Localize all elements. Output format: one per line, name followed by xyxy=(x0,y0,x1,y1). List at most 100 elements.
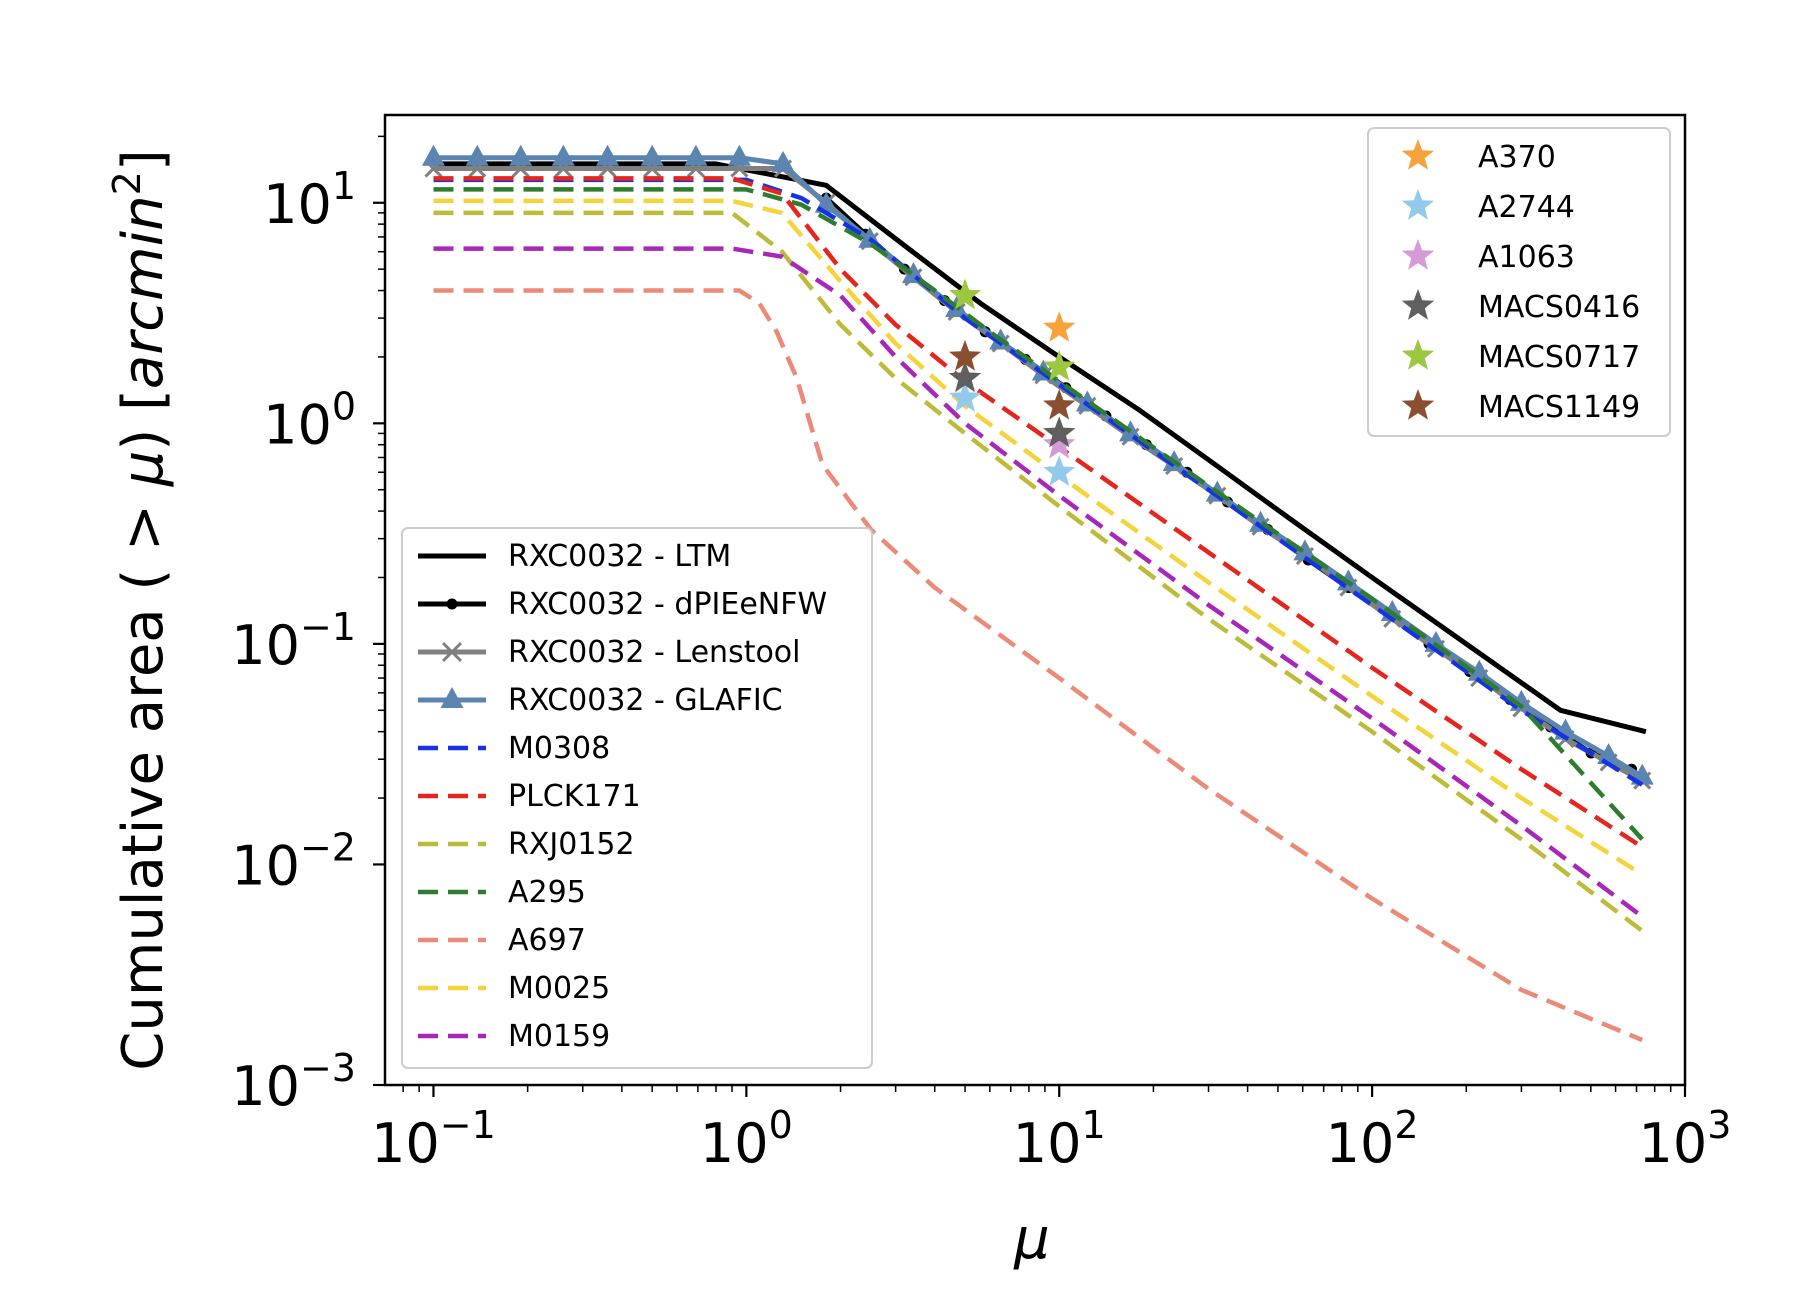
y-tick-label: 10−3 xyxy=(231,1046,356,1118)
legend-star-item: MACS0717 xyxy=(1401,339,1640,375)
data-point-triangle xyxy=(596,144,620,166)
legend-star-item: A1063 xyxy=(1401,239,1575,275)
legend-star-item: A370 xyxy=(1401,139,1556,175)
legend-label: RXC0032 - LTM xyxy=(508,539,731,574)
legend-star-label: A2744 xyxy=(1478,190,1575,225)
legend-stars-box xyxy=(1367,127,1671,437)
x-tick-label-exp: 1 xyxy=(1081,1103,1105,1147)
x-tick-label: 101 xyxy=(1013,1103,1106,1175)
y-tick-label-exp: −1 xyxy=(300,605,356,649)
legend-star-marker xyxy=(1401,139,1435,170)
legend-label: A295 xyxy=(508,875,586,910)
legend-star-label: MACS1149 xyxy=(1478,390,1640,425)
stars-macs0416 xyxy=(948,361,1076,448)
legend-label: M0025 xyxy=(508,971,610,1006)
x-tick-label-exp: 2 xyxy=(1394,1103,1418,1147)
y-axis-label-mid: ) [ xyxy=(111,389,176,451)
legend-star-marker xyxy=(1401,289,1435,320)
star-marker xyxy=(1043,311,1076,342)
legend-star-item: MACS1149 xyxy=(1401,389,1640,425)
star-marker xyxy=(948,339,982,371)
series-m0159 xyxy=(433,246,1644,919)
series-line xyxy=(433,246,1644,919)
data-point-triangle xyxy=(727,144,751,166)
x-tick-label-base: 10 xyxy=(1013,1112,1082,1175)
legend-item: M0159 xyxy=(418,1019,610,1054)
data-point-triangle xyxy=(1597,743,1621,765)
stars-macs1149 xyxy=(948,339,1076,420)
x-tick-label: 102 xyxy=(1326,1103,1419,1175)
star-marker xyxy=(1043,388,1076,420)
series-line xyxy=(433,210,1644,933)
legend-label: PLCK171 xyxy=(508,779,641,814)
legend-star-label: A370 xyxy=(1478,140,1556,175)
legend-item: M0025 xyxy=(418,971,610,1006)
legend-star-item: A2744 xyxy=(1401,189,1575,225)
stars-a370 xyxy=(1043,311,1076,342)
y-tick-label-exp: −2 xyxy=(300,825,356,869)
legend-star-marker xyxy=(1401,239,1435,270)
legend-item: RXC0032 - LTM xyxy=(418,539,731,574)
y-axis-label-unit: arcmin xyxy=(111,195,176,389)
y-tick-label-exp: −3 xyxy=(300,1046,356,1090)
legend-star-item: MACS0416 xyxy=(1401,289,1640,325)
star-marker xyxy=(1043,350,1076,381)
y-axis-label-suffix: ] xyxy=(111,149,176,171)
legend-label: RXJ0152 xyxy=(508,827,635,862)
legend-label: M0308 xyxy=(508,731,610,766)
series-line xyxy=(433,161,1647,735)
data-point-triangle xyxy=(1467,659,1491,681)
series-rxj0152 xyxy=(433,210,1644,933)
y-tick-label-base: 10 xyxy=(231,834,300,897)
legend-item: A295 xyxy=(418,875,586,910)
x-tick-label-base: 10 xyxy=(371,1112,440,1175)
x-tick-label: 103 xyxy=(1639,1103,1732,1175)
x-tick-label: 100 xyxy=(700,1103,793,1175)
star-marker xyxy=(1043,427,1076,459)
y-tick-label-base: 10 xyxy=(263,173,332,236)
y-axis-label-mu: μ xyxy=(111,451,176,488)
legend-item: RXJ0152 xyxy=(418,827,635,862)
legend-item: M0308 xyxy=(418,731,610,766)
star-marker xyxy=(948,361,982,393)
legend-marker-x xyxy=(441,641,463,663)
legend-star-marker xyxy=(1401,339,1435,370)
legend-star-marker xyxy=(1401,389,1435,420)
star-marker xyxy=(1043,455,1076,486)
star-markers-layer xyxy=(948,278,1076,486)
legend-label: RXC0032 - Lenstool xyxy=(508,635,801,670)
data-point-triangle xyxy=(1293,539,1317,561)
stars-macs0717 xyxy=(948,278,1076,381)
legend-item: RXC0032 - Lenstool xyxy=(418,635,801,670)
legend-marker-dot xyxy=(446,598,458,610)
legend-label: A697 xyxy=(508,923,586,958)
x-tick-label: 10−1 xyxy=(371,1103,496,1175)
x-tick-label-exp: 3 xyxy=(1707,1103,1731,1147)
y-tick-label: 100 xyxy=(263,384,356,456)
y-tick-label-base: 10 xyxy=(231,1055,300,1118)
data-point-triangle xyxy=(509,144,533,166)
legend-item: A697 xyxy=(418,923,586,958)
legend-marker-triangle xyxy=(440,687,464,708)
y-tick-label-exp: 0 xyxy=(332,384,356,428)
x-tick-label-base: 10 xyxy=(1326,1112,1395,1175)
series-a295 xyxy=(433,187,1644,841)
legend-label: RXC0032 - GLAFIC xyxy=(508,683,783,718)
y-tick-label: 10−1 xyxy=(231,605,356,677)
legend-star-label: A1063 xyxy=(1478,240,1575,275)
x-tick-label-exp: −1 xyxy=(440,1103,496,1147)
series-layer xyxy=(421,144,1654,1043)
data-point-triangle xyxy=(771,150,795,172)
star-marker xyxy=(1043,416,1076,448)
legend-star-label: MACS0416 xyxy=(1478,290,1640,325)
series-line xyxy=(433,198,1644,877)
series-line xyxy=(433,187,1644,841)
y-tick-label-exp: 1 xyxy=(332,164,356,208)
x-tick-label-base: 10 xyxy=(1639,1112,1708,1175)
data-point-triangle xyxy=(551,144,575,166)
legend-star-marker xyxy=(1401,189,1435,220)
legend-star-label: MACS0717 xyxy=(1478,340,1640,375)
legend-stars: A370 A2744 A1063 MACS0416 MACS0717 MACS1149 xyxy=(1367,127,1671,437)
